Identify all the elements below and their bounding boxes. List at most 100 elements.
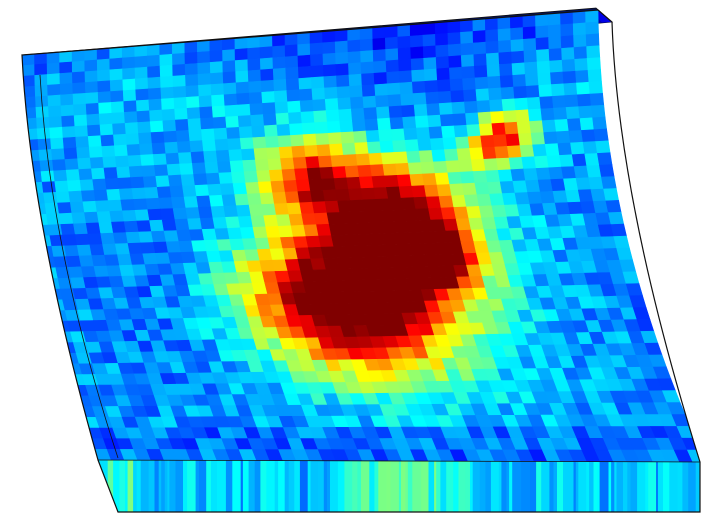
surface-cell xyxy=(171,41,186,55)
surface-cell xyxy=(463,194,480,208)
surface-cell xyxy=(484,17,499,31)
surface-cell xyxy=(588,176,604,190)
front-stripe xyxy=(465,460,471,512)
surface-cell xyxy=(335,188,351,202)
surface-cell xyxy=(563,82,578,96)
surface-cell xyxy=(154,164,169,177)
surface-cell xyxy=(548,48,563,62)
surface-cell xyxy=(572,22,587,36)
surface-cell xyxy=(193,251,210,264)
surface-cell xyxy=(68,190,84,203)
surface-cell xyxy=(441,125,456,139)
surface-cell xyxy=(160,208,176,221)
surface-cell xyxy=(119,264,135,277)
surface-cell xyxy=(518,132,533,146)
surface-cell xyxy=(114,243,131,256)
surface-cell xyxy=(428,126,444,140)
surface-cell xyxy=(451,101,466,115)
surface-cell xyxy=(314,212,330,226)
surface-cell xyxy=(97,69,111,82)
surface-cell xyxy=(574,58,589,72)
surface-cell xyxy=(234,59,249,73)
surface-cell xyxy=(386,82,401,96)
surface-cell xyxy=(302,133,318,147)
surface-cell xyxy=(54,180,70,193)
front-stripe xyxy=(195,460,200,512)
surface-cell xyxy=(110,101,125,114)
surface-cell xyxy=(334,40,349,54)
front-stripe xyxy=(658,460,664,512)
front-stripe xyxy=(401,460,406,512)
surface-cell xyxy=(339,211,355,225)
surface-cell xyxy=(160,75,174,89)
surface-cell xyxy=(535,167,552,181)
surface-cell xyxy=(359,38,374,52)
front-stripe xyxy=(169,460,177,512)
surface-cell xyxy=(348,73,363,87)
surface-cell xyxy=(450,90,465,104)
front-stripe xyxy=(327,460,331,512)
surface-cell xyxy=(403,127,419,141)
surface-cell xyxy=(299,99,314,113)
surface-cell xyxy=(435,56,450,70)
surface-cell xyxy=(306,167,322,181)
surface-cell xyxy=(235,81,250,95)
surface-cell xyxy=(198,84,212,97)
surface-cell xyxy=(404,139,420,153)
surface-cell xyxy=(34,74,48,87)
surface-cell xyxy=(278,146,294,159)
surface-cell xyxy=(586,57,601,71)
surface-cell xyxy=(395,162,411,176)
surface-cell xyxy=(104,254,120,267)
surface-cell xyxy=(326,212,343,225)
surface-cell xyxy=(170,262,186,276)
surface-cell xyxy=(84,81,99,94)
surface-cell xyxy=(272,67,287,81)
surface-cell xyxy=(402,208,419,222)
surface-cell xyxy=(308,178,324,192)
surface-cell xyxy=(246,193,263,206)
surface-cell xyxy=(322,189,339,202)
surface-cell xyxy=(275,112,290,126)
surface-cell xyxy=(388,105,403,119)
surface-cell xyxy=(201,128,216,141)
surface-cell xyxy=(178,152,193,165)
surface-cell xyxy=(335,51,349,65)
surface-cell xyxy=(178,240,195,253)
surface-cell xyxy=(40,170,56,183)
surface-cell xyxy=(149,109,164,123)
surface-cell xyxy=(451,194,467,208)
surface-cell xyxy=(234,37,248,50)
surface-cell xyxy=(122,89,137,102)
surface-cell xyxy=(478,123,494,137)
surface-cell xyxy=(131,187,147,200)
surface-cell xyxy=(46,213,62,226)
surface-cell xyxy=(254,237,271,250)
front-stripe xyxy=(148,460,156,512)
surface-cell xyxy=(485,52,500,66)
surface-cell xyxy=(252,226,269,239)
surface-cell xyxy=(245,181,261,195)
surface-cell xyxy=(53,169,68,182)
surface-cell xyxy=(36,127,51,140)
surface-cell xyxy=(388,197,404,211)
surface-cell xyxy=(336,86,351,99)
surface-cell xyxy=(146,54,161,68)
surface-cell xyxy=(460,171,476,185)
surface-cell xyxy=(222,71,237,85)
front-stripe xyxy=(407,460,413,512)
surface-cell xyxy=(122,78,137,92)
surface-cell xyxy=(60,93,74,107)
front-stripe xyxy=(158,460,162,512)
front-stripe xyxy=(136,460,142,512)
surface-cell xyxy=(134,44,148,58)
front-stripe xyxy=(573,460,577,512)
surface-cell xyxy=(413,196,429,210)
surface-cell xyxy=(557,142,573,156)
front-stripe xyxy=(599,460,610,512)
surface-cell xyxy=(315,132,330,146)
surface-cell xyxy=(211,105,226,119)
surface-cell xyxy=(472,170,488,184)
surface-cell xyxy=(93,265,110,278)
surface-cell xyxy=(326,120,342,134)
